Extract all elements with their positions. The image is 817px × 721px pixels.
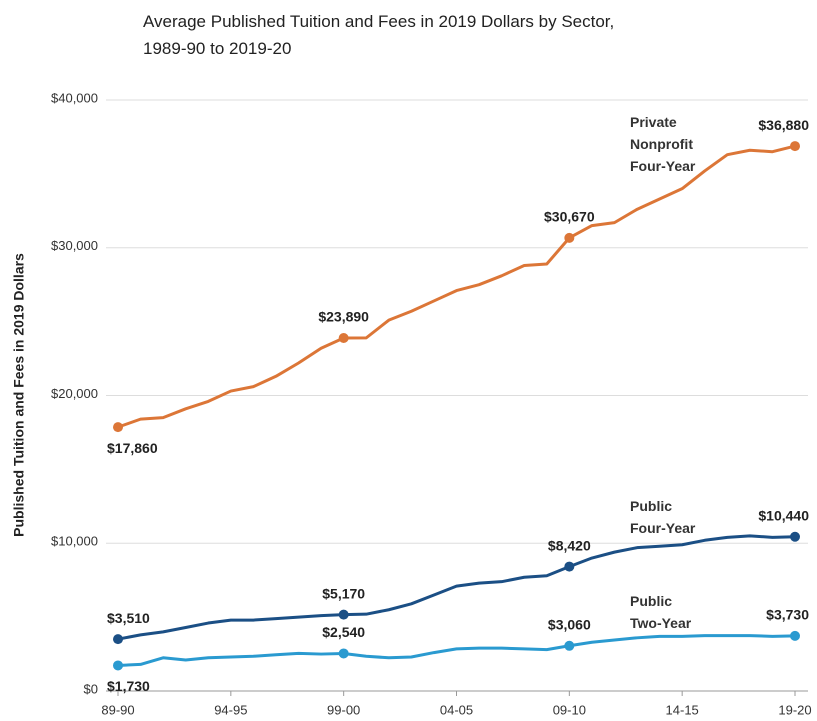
y-tick-label: $30,000 <box>51 238 98 253</box>
legend-label: Private Nonprofit Four-Year <box>630 114 696 174</box>
point <box>564 232 575 243</box>
x-tick-label: 14-15 <box>666 702 699 717</box>
point <box>338 333 349 344</box>
point <box>790 141 800 152</box>
value-label: $30,670 <box>544 209 595 225</box>
value-label: $3,730 <box>766 607 809 623</box>
line <box>117 634 796 667</box>
y-tick-label: $40,000 <box>51 90 98 105</box>
value-label: $2,540 <box>322 624 365 640</box>
value-label: $3,060 <box>548 616 591 632</box>
value-label: $5,170 <box>322 585 365 601</box>
x-tick-label: 99-00 <box>327 702 360 717</box>
value-label: $17,860 <box>107 440 158 456</box>
line <box>117 534 796 641</box>
point <box>338 609 349 620</box>
point <box>113 660 123 671</box>
point <box>564 561 575 572</box>
value-label: $1,730 <box>107 678 150 694</box>
y-axis-label: Published Tuition and Fees in 2019 Dolla… <box>11 253 27 537</box>
chart-title: Average Published Tuition and Fees in 20… <box>143 12 615 58</box>
value-label: $10,440 <box>758 507 809 523</box>
legend-label: Public Four-Year <box>630 498 696 536</box>
y-tick-label: $10,000 <box>51 534 98 549</box>
value-label: $3,510 <box>107 610 150 626</box>
point <box>113 634 123 645</box>
line <box>117 144 796 429</box>
value-label: $23,890 <box>318 309 369 325</box>
point <box>790 531 800 542</box>
x-tick-label: 19-20 <box>778 702 811 717</box>
point <box>564 640 575 651</box>
y-tick-label: $20,000 <box>51 386 98 401</box>
y-tick-label: $0 <box>84 681 98 696</box>
x-tick-label: 04-05 <box>440 702 473 717</box>
x-tick-label: 94-95 <box>214 702 247 717</box>
value-label: $36,880 <box>758 117 809 133</box>
point <box>790 630 800 641</box>
point <box>338 648 349 659</box>
point <box>113 422 123 433</box>
x-tick-label: 09-10 <box>553 702 586 717</box>
legend-label: Public Two-Year <box>630 593 692 631</box>
value-label: $8,420 <box>548 537 591 553</box>
x-tick-label: 89-90 <box>101 702 134 717</box>
